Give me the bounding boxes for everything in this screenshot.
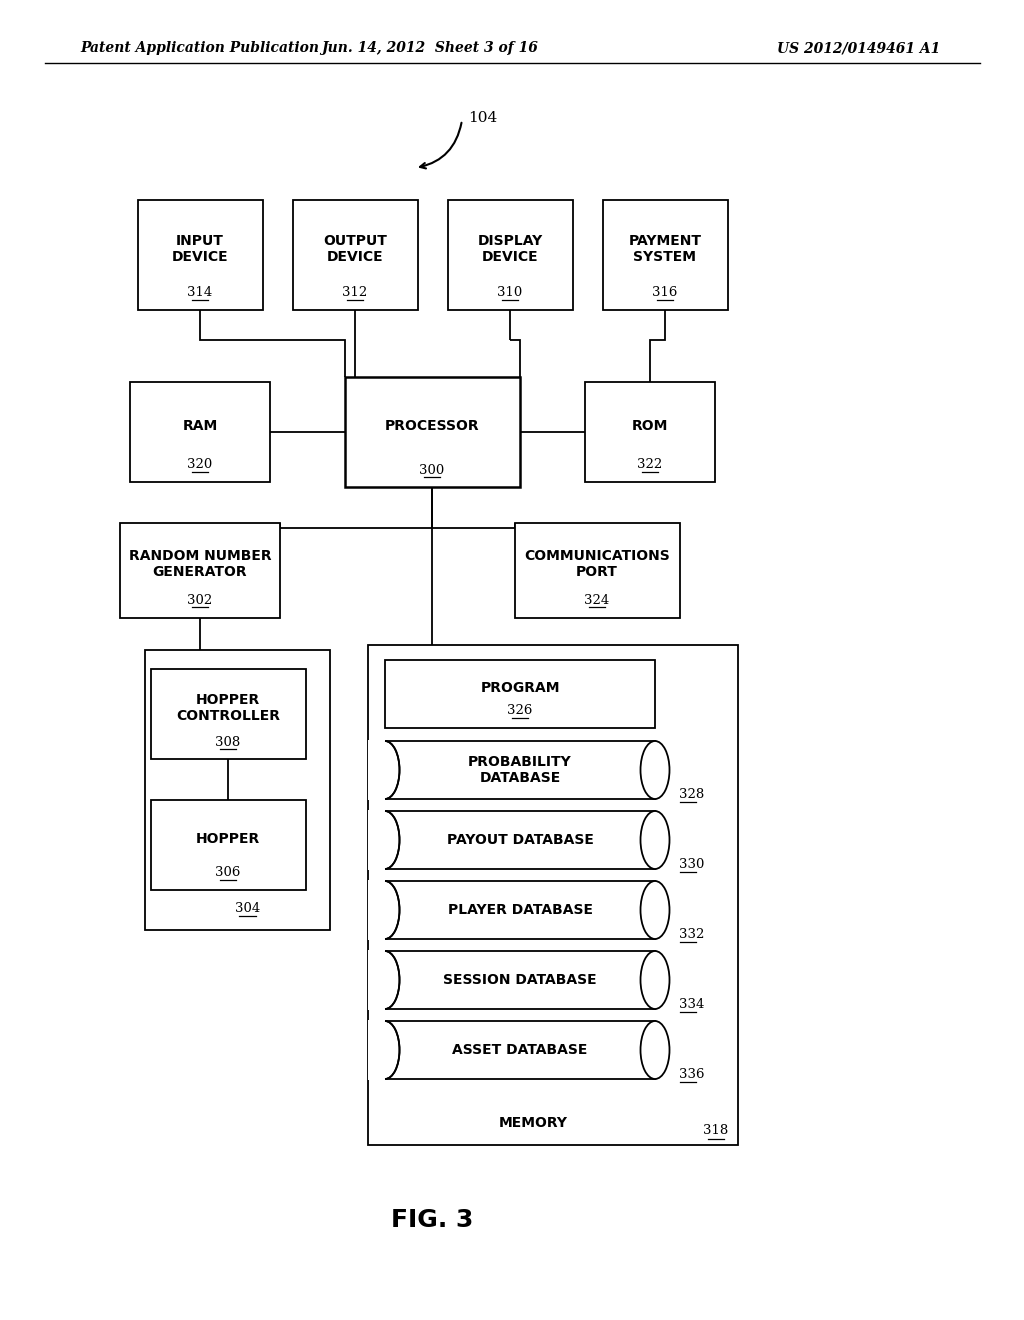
- Text: HOPPER: HOPPER: [196, 693, 260, 708]
- Text: 314: 314: [187, 286, 213, 300]
- Text: 330: 330: [680, 858, 705, 870]
- Text: 334: 334: [680, 998, 705, 1011]
- Text: ASSET DATABASE: ASSET DATABASE: [453, 1043, 588, 1057]
- Text: 310: 310: [498, 286, 522, 300]
- Text: Jun. 14, 2012  Sheet 3 of 16: Jun. 14, 2012 Sheet 3 of 16: [322, 41, 539, 55]
- Text: PROGRAM: PROGRAM: [480, 681, 560, 696]
- Text: 326: 326: [507, 705, 532, 718]
- Bar: [385, 950, 655, 1008]
- Text: OUTPUT: OUTPUT: [323, 234, 387, 248]
- Bar: [293, 201, 418, 310]
- Text: 320: 320: [187, 458, 213, 471]
- Bar: [145, 649, 330, 931]
- Text: PROBABILITY: PROBABILITY: [468, 755, 571, 770]
- Text: 104: 104: [468, 111, 498, 125]
- Bar: [137, 201, 262, 310]
- Ellipse shape: [371, 950, 399, 1008]
- Text: SESSION DATABASE: SESSION DATABASE: [443, 973, 597, 987]
- Text: GENERATOR: GENERATOR: [153, 565, 248, 578]
- Text: RAM: RAM: [182, 418, 218, 433]
- Text: DEVICE: DEVICE: [172, 249, 228, 264]
- Text: DEVICE: DEVICE: [327, 249, 383, 264]
- Text: 300: 300: [420, 463, 444, 477]
- Bar: [447, 201, 572, 310]
- Text: 324: 324: [585, 594, 609, 607]
- Bar: [368, 880, 385, 940]
- Bar: [514, 523, 680, 618]
- Text: DATABASE: DATABASE: [479, 771, 560, 784]
- Text: DEVICE: DEVICE: [481, 249, 539, 264]
- Bar: [120, 523, 280, 618]
- Text: MEMORY: MEMORY: [499, 1115, 567, 1130]
- Text: PROCESSOR: PROCESSOR: [385, 418, 479, 433]
- Bar: [368, 741, 385, 800]
- Bar: [368, 645, 738, 1144]
- Bar: [385, 880, 655, 939]
- Ellipse shape: [640, 1020, 670, 1078]
- Text: PAYMENT: PAYMENT: [629, 234, 701, 248]
- Text: 332: 332: [680, 928, 705, 940]
- Ellipse shape: [640, 950, 670, 1008]
- Text: RANDOM NUMBER: RANDOM NUMBER: [129, 549, 271, 564]
- Ellipse shape: [371, 741, 399, 799]
- Text: 308: 308: [215, 735, 241, 748]
- Text: PORT: PORT: [577, 565, 617, 578]
- Ellipse shape: [371, 810, 399, 869]
- Text: PLAYER DATABASE: PLAYER DATABASE: [447, 903, 593, 917]
- Text: PAYOUT DATABASE: PAYOUT DATABASE: [446, 833, 594, 847]
- Bar: [344, 378, 519, 487]
- Text: FIG. 3: FIG. 3: [391, 1208, 473, 1232]
- Bar: [151, 800, 305, 890]
- Text: 302: 302: [187, 594, 213, 607]
- Text: ROM: ROM: [632, 418, 669, 433]
- Text: 306: 306: [215, 866, 241, 879]
- Ellipse shape: [640, 810, 670, 869]
- Text: 336: 336: [680, 1068, 705, 1081]
- Bar: [385, 1020, 655, 1078]
- Bar: [368, 1020, 385, 1080]
- Text: 312: 312: [342, 286, 368, 300]
- Text: Patent Application Publication: Patent Application Publication: [80, 41, 319, 55]
- Bar: [151, 669, 305, 759]
- Text: US 2012/0149461 A1: US 2012/0149461 A1: [777, 41, 940, 55]
- Bar: [585, 381, 715, 482]
- Ellipse shape: [640, 880, 670, 939]
- Text: INPUT: INPUT: [176, 234, 224, 248]
- Text: COMMUNICATIONS: COMMUNICATIONS: [524, 549, 670, 564]
- Text: DISPLAY: DISPLAY: [477, 234, 543, 248]
- Text: SYSTEM: SYSTEM: [634, 249, 696, 264]
- Text: 328: 328: [680, 788, 705, 800]
- Text: 316: 316: [652, 286, 678, 300]
- Ellipse shape: [371, 1020, 399, 1078]
- Text: 322: 322: [637, 458, 663, 471]
- Ellipse shape: [640, 741, 670, 799]
- Bar: [602, 201, 727, 310]
- Text: 318: 318: [703, 1125, 729, 1138]
- Bar: [385, 741, 655, 799]
- Bar: [368, 950, 385, 1010]
- Bar: [385, 810, 655, 869]
- Bar: [130, 381, 270, 482]
- Bar: [368, 810, 385, 870]
- Bar: [385, 660, 655, 729]
- Text: CONTROLLER: CONTROLLER: [176, 709, 280, 723]
- Text: 304: 304: [234, 902, 260, 915]
- Ellipse shape: [371, 880, 399, 939]
- Text: HOPPER: HOPPER: [196, 832, 260, 846]
